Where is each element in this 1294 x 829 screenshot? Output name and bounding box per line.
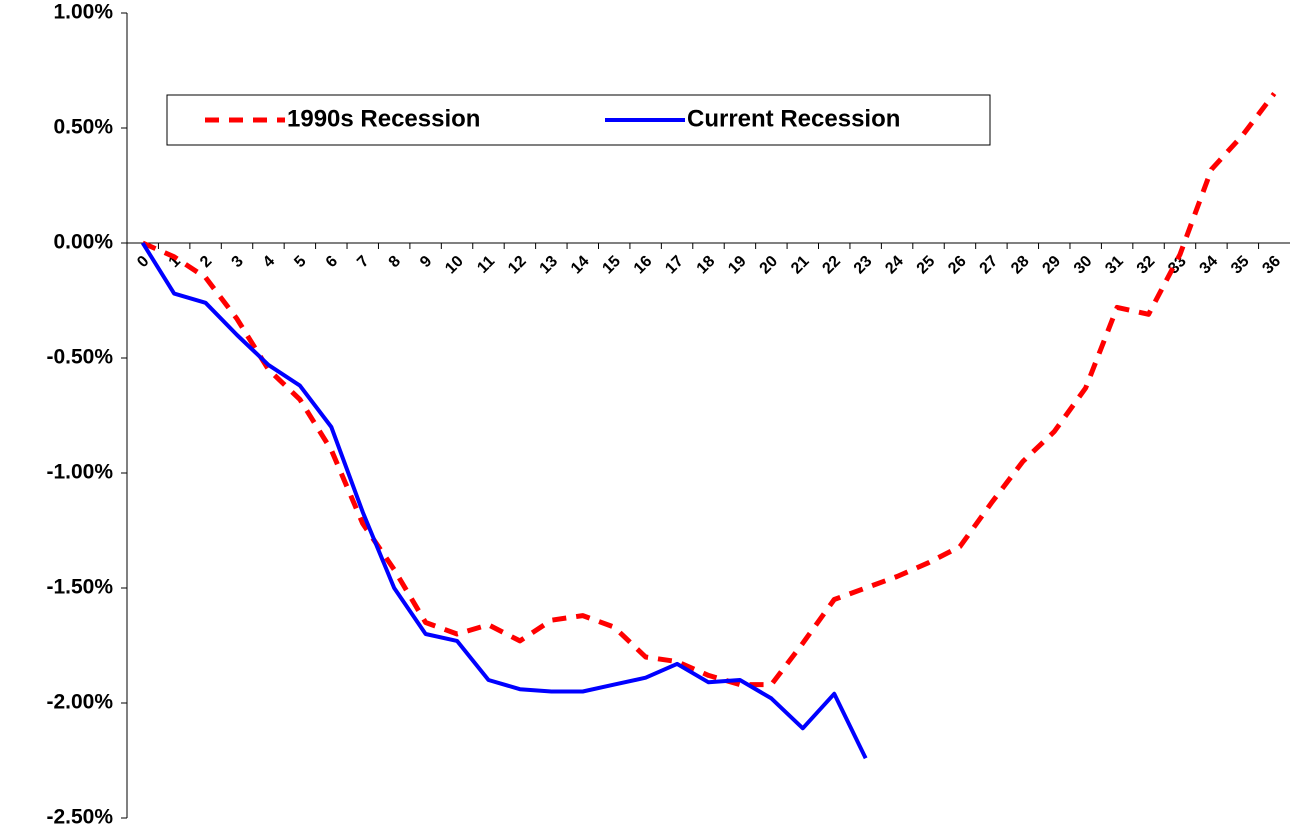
x-tick-label: 2 [197, 253, 215, 271]
x-tick-label: 27 [977, 253, 1002, 278]
x-tick-label: 35 [1228, 253, 1253, 278]
x-tick-label: 29 [1039, 253, 1064, 278]
legend-box [166, 94, 991, 146]
x-tick-label: 25 [914, 253, 939, 278]
x-tick-label: 6 [323, 253, 341, 271]
y-tick-label: 1.00% [53, 1, 113, 24]
x-tick-label: 9 [417, 253, 435, 271]
y-tick-label: -0.50% [46, 346, 113, 369]
y-tick-label: -1.00% [46, 461, 113, 484]
x-tick-label: 12 [505, 253, 530, 278]
x-tick-label: 24 [882, 253, 907, 278]
x-tick-label: 10 [442, 253, 467, 278]
x-tick-label: 14 [568, 253, 593, 278]
y-tick-label: -2.50% [46, 806, 113, 829]
x-tick-label: 4 [260, 253, 278, 271]
x-tick-label: 19 [725, 253, 750, 278]
x-tick-label: 28 [1008, 253, 1033, 278]
x-tick-label: 31 [1102, 253, 1127, 278]
x-tick-label: 36 [1259, 253, 1284, 278]
x-tick-label: 11 [474, 253, 498, 277]
y-tick-label: -2.00% [46, 691, 113, 714]
x-tick-label: 32 [1134, 253, 1159, 278]
x-tick-label: 5 [291, 253, 309, 271]
x-tick-label: 17 [662, 253, 687, 278]
x-tick-label: 34 [1197, 253, 1222, 278]
x-tick-label: 30 [1071, 253, 1096, 278]
x-tick-label: 21 [788, 253, 813, 278]
y-tick-label: 0.00% [53, 231, 113, 254]
y-tick-label: 0.50% [53, 116, 113, 139]
x-tick-label: 7 [354, 253, 372, 271]
legend-label: 1990s Recession [287, 105, 480, 132]
x-tick-label: 18 [694, 253, 719, 278]
x-tick-label: 3 [229, 253, 247, 271]
series-line [141, 91, 1277, 688]
x-tick-label: 15 [599, 253, 624, 278]
x-tick-label: 13 [537, 253, 562, 278]
x-tick-label: 20 [757, 253, 782, 278]
series-line [141, 241, 868, 760]
x-tick-label: 8 [386, 253, 404, 271]
x-tick-label: 16 [631, 253, 656, 278]
legend-label: Current Recession [687, 105, 900, 132]
x-tick-label: 22 [819, 253, 844, 278]
y-tick-label: -1.50% [46, 576, 113, 599]
x-tick-label: 26 [945, 253, 970, 278]
x-tick-label: 23 [851, 253, 876, 278]
